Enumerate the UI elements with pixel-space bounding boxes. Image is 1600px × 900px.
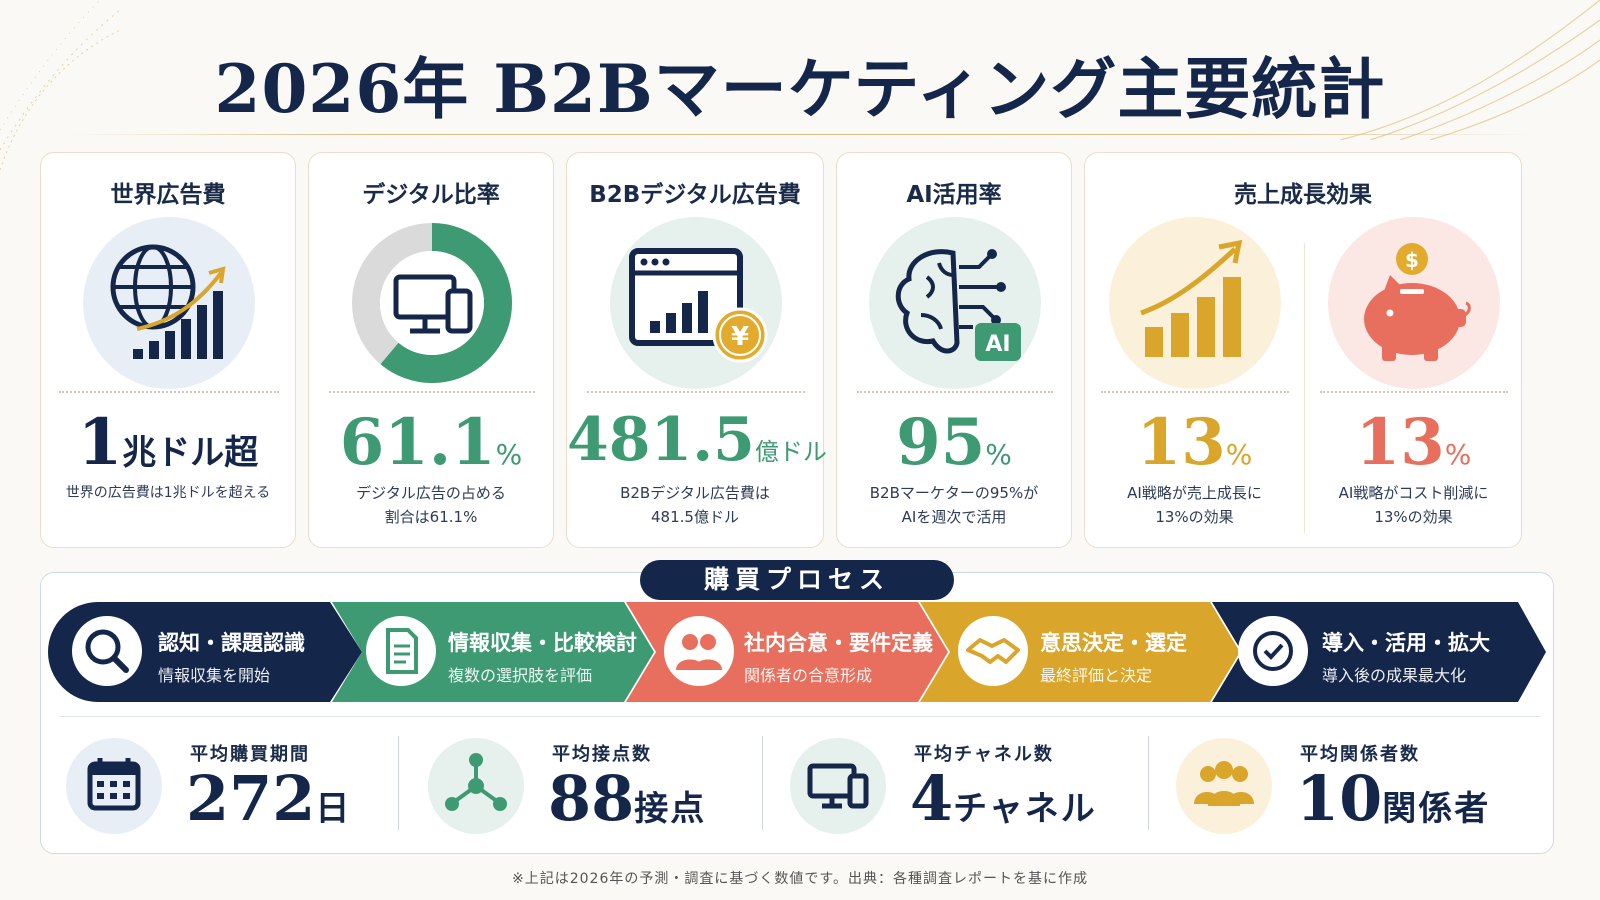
piggy-bank-icon: $ — [1328, 217, 1500, 389]
stat-value: 13% — [1355, 405, 1472, 480]
process-label: 購買プロセス — [640, 560, 954, 600]
divider — [60, 716, 1540, 717]
card-title: 世界広告費 — [110, 182, 226, 208]
stage-subtitle: 関係者の合意形成 — [744, 666, 873, 685]
stat-value: 1兆ドル超 — [77, 405, 259, 480]
divider — [762, 736, 763, 830]
stage-title: 認知・課題認識 — [158, 631, 305, 655]
growth-bars-icon — [1109, 217, 1281, 389]
stat-value: 95% — [896, 405, 1012, 480]
stat-value: 13% — [1136, 405, 1253, 480]
stage-title: 情報収集・比較検討 — [448, 631, 637, 655]
svg-text:¥: ¥ — [731, 322, 749, 352]
divider — [1101, 391, 1289, 393]
divider — [1320, 391, 1508, 393]
network-icon — [428, 738, 524, 834]
svg-text:AI: AI — [985, 332, 1010, 357]
people-icon — [664, 616, 734, 686]
svg-text:$: $ — [1405, 248, 1419, 272]
stage-subtitle: 複数の選択肢を評価 — [448, 666, 593, 685]
divider — [587, 391, 805, 393]
metric-label: 平均接点数 — [552, 744, 652, 765]
stage-subtitle: 最終評価と決定 — [1040, 666, 1153, 685]
card-title: デジタル比率 — [362, 182, 500, 208]
stat-caption: B2Bマーケターの95%が AIを週次で活用 — [869, 484, 1039, 526]
title-divider — [70, 134, 1530, 135]
check-circle-icon — [1238, 616, 1308, 686]
card-title: AI活用率 — [906, 182, 1002, 208]
handshake-icon — [958, 616, 1028, 686]
stat-card-global-ad-spend: 世界広告費 1兆ドル超 世界の広告費は1兆ドルを超える — [40, 152, 296, 548]
footnote: ※上記は2026年の予測・調査に基づく数値です。出典：各種調査レポートを基に作成 — [512, 871, 1088, 887]
stat-value: 481.5億ドル — [567, 405, 827, 475]
metric-value: 4チャネル — [910, 762, 1097, 835]
group-icon — [1176, 738, 1272, 834]
divider — [329, 391, 535, 393]
stage-title: 意思決定・選定 — [1040, 631, 1187, 655]
stage-title: 社内合意・要件定義 — [744, 631, 933, 655]
stage-subtitle: 情報収集を開始 — [158, 666, 271, 685]
decorative-dots — [0, 0, 120, 170]
page-title: 2026年 B2Bマーケティング主要統計 — [214, 50, 1386, 128]
stat-caption: AI戦略がコスト削減に 13%の効果 — [1338, 484, 1489, 526]
divider — [1148, 736, 1149, 830]
decorative-waves — [1340, 0, 1600, 140]
stage-subtitle: 導入後の成果最大化 — [1322, 666, 1467, 685]
card-title: B2Bデジタル広告費 — [589, 182, 801, 208]
metric-label: 平均関係者数 — [1300, 744, 1420, 765]
ai-brain-icon: AI — [869, 217, 1041, 389]
divider — [857, 391, 1053, 393]
metric-label: 平均購買期間 — [190, 744, 310, 765]
metric-value: 88接点 — [548, 762, 707, 835]
calendar-icon — [66, 738, 162, 834]
stat-card-b2b-digital-ad-spend: B2Bデジタル広告費 ¥ 481.5億ドル B2Bデジタル広告費は 481.5億ド… — [566, 152, 827, 548]
search-icon — [72, 616, 142, 686]
stage-title: 導入・活用・拡大 — [1322, 631, 1490, 655]
card-title: 売上成長効果 — [1234, 182, 1372, 208]
stat-value: 61.1% — [339, 405, 523, 480]
document-icon — [366, 616, 436, 686]
divider — [398, 736, 399, 830]
devices-donut-icon — [346, 217, 518, 389]
metric-label: 平均チャネル数 — [914, 744, 1054, 765]
globe-growth-icon — [83, 217, 255, 389]
stat-card-ai-adoption: AI活用率 AI 95% B2Bマーケターの95%が AIを週次で活用 — [836, 152, 1072, 548]
growth-effect-panel: 13% AI戦略が売上成長に 13%の効果 — [1085, 153, 1304, 547]
stat-caption: 世界の広告費は1兆ドルを超える — [65, 485, 271, 501]
browser-chart-yen-icon: ¥ — [610, 217, 782, 389]
stat-caption: デジタル広告の占める 割合は61.1% — [356, 484, 506, 526]
stat-caption: AI戦略が売上成長に 13%の効果 — [1127, 484, 1262, 526]
devices-icon — [790, 738, 886, 834]
cost-reduction-panel: $ 13% AI戦略がコスト削減に 13%の効果 — [1304, 153, 1523, 547]
metric-value: 272日 — [186, 762, 352, 835]
stat-caption: B2Bデジタル広告費は 481.5億ドル — [620, 484, 770, 526]
stat-card-digital-ratio: デジタル比率 61.1% デジタル広告の占める 割合は61.1% — [308, 152, 554, 548]
divider — [1304, 243, 1305, 533]
divider — [59, 391, 279, 393]
metric-value: 10関係者 — [1296, 762, 1491, 835]
stat-card-sales-growth: 売上成長効果 13% AI戦略が売上成長に 13%の効果 — [1084, 152, 1522, 548]
